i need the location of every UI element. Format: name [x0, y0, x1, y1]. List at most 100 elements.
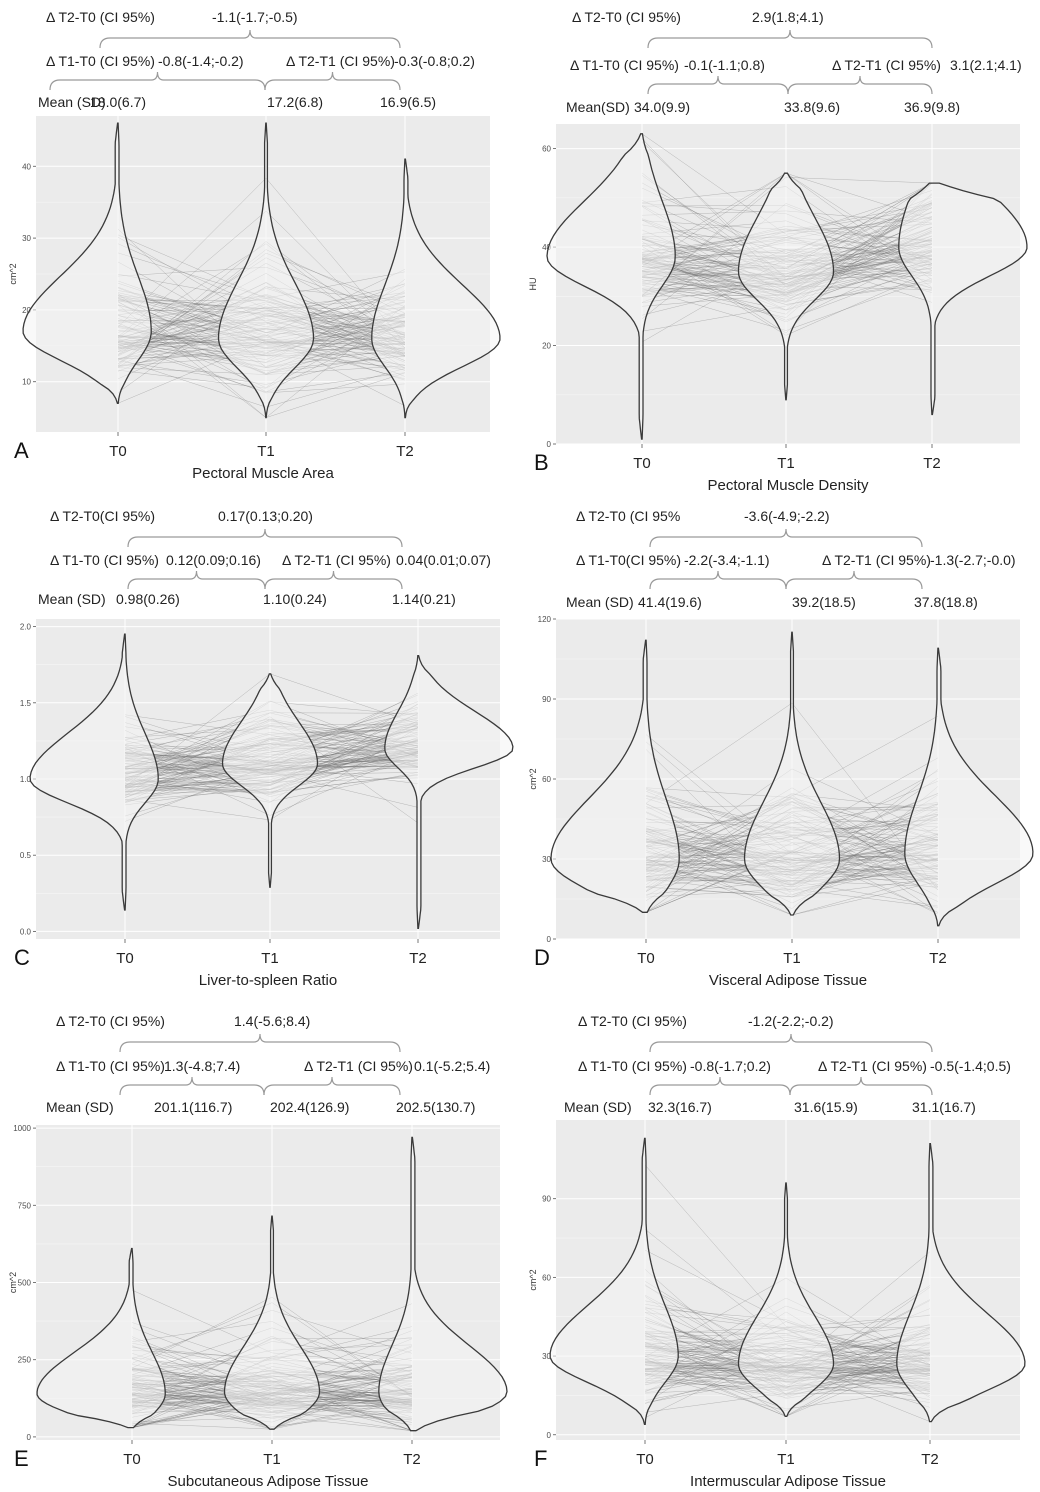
paired-line	[785, 177, 933, 184]
y-tick-label: 750	[18, 1201, 32, 1210]
panel-letter: A	[14, 438, 29, 463]
delta-t2-t1-value: -1.3(-2.7;-0.0)	[930, 552, 1016, 568]
violin-t0	[549, 1137, 679, 1425]
y-tick-label: 30	[542, 1352, 551, 1361]
paired-line	[791, 877, 939, 898]
bracket-t1-t0	[127, 570, 266, 590]
bracket-t1-t0	[649, 570, 787, 590]
paired-line	[124, 799, 271, 821]
violin-t1	[737, 172, 835, 401]
delta-t1-t0-value: 1.3(-4.8;7.4)	[164, 1058, 240, 1074]
mean-sd-value-t0: 41.4(19.6)	[638, 594, 702, 610]
panel-letter: D	[534, 945, 550, 970]
x-tick-label: T1	[777, 455, 795, 472]
y-axis-title: cm^2	[528, 768, 538, 789]
x-tick-label: T0	[633, 455, 651, 472]
bracket-t1-t0	[649, 1076, 791, 1096]
y-tick-label: 0.0	[20, 927, 32, 936]
delta-t2-t0-label: Δ T2-T0 (CI 95%)	[578, 1013, 687, 1029]
paired-line	[645, 702, 793, 804]
x-tick-label: T2	[923, 455, 941, 472]
panel-c: 0.0 0.5 1.0 1.5 2.0 T0 T1 T2 Liver-to-spleen Rat…	[0, 495, 520, 995]
y-tick-label: 0	[547, 1431, 552, 1440]
paired-line	[785, 277, 933, 331]
paired-line	[641, 205, 787, 207]
paired-line	[269, 701, 419, 716]
paired-line	[271, 1409, 413, 1427]
paired-line	[117, 367, 267, 375]
paired-line	[791, 874, 939, 916]
violin-t0	[550, 639, 680, 913]
delta-t2-t1-value: -0.5(-1.4;0.5)	[930, 1058, 1011, 1074]
delta-t2-t0-label: Δ T2-T0 (CI 95%)	[46, 9, 155, 25]
x-axis-title: Intermuscular Adipose Tissue	[690, 1473, 886, 1490]
delta-t2-t0-value: -1.2(-2.2;-0.2)	[748, 1013, 834, 1029]
violin-chart-c: 0.0 0.5 1.0 1.5 2.0 T0 T1 T2 Liver-to-spleen Rat…	[14, 508, 514, 989]
violin-chart-a: 10 20 30 40 T0 T1 T2 Pectoral Muscle Area cm^2 A Δ…	[8, 9, 501, 482]
mean-sd-value-t1: 1.10(0.24)	[263, 591, 327, 607]
mean-sd-label: Mean (SD)	[38, 591, 106, 607]
mean-sd-label: Mean (SD)	[46, 1099, 114, 1115]
paired-line	[785, 1388, 931, 1410]
violin-t1	[217, 122, 315, 419]
y-tick-label: 120	[538, 615, 552, 624]
violin-t2	[384, 654, 514, 929]
delta-t2-t0-label: Δ T2-T0 (CI 95%)	[572, 9, 681, 25]
paired-line	[117, 266, 267, 277]
mean-sd-value-t2: 37.8(18.8)	[914, 594, 978, 610]
delta-t2-t1-value: 3.1(2.1;4.1)	[950, 57, 1022, 73]
paired-line	[265, 372, 406, 393]
paired-line	[645, 887, 793, 898]
y-tick-label: 1.5	[20, 699, 32, 708]
y-tick-label: 30	[542, 855, 551, 864]
delta-t2-t1-value: 0.04(0.01;0.07)	[396, 552, 491, 568]
panel-a: 10 20 30 40 T0 T1 T2 Pectoral Muscle Area cm^2 A Δ…	[0, 0, 501, 490]
violin-chart-b: 0 20 40 60 T0 T1 T2 Pectoral Muscle Density HU B Δ…	[528, 9, 1028, 494]
y-tick-label: 20	[542, 342, 551, 351]
mean-sd-value-t1: 202.4(126.9)	[270, 1099, 349, 1115]
paired-line	[269, 673, 419, 725]
x-tick-label: T1	[263, 1451, 281, 1468]
delta-t2-t0-label: Δ T2-T0(CI 95%)	[50, 508, 155, 524]
delta-t2-t1-label: Δ T2-T1 (CI 95%)	[832, 57, 941, 73]
paired-line	[644, 1393, 787, 1413]
mean-sd-value-t1: 17.2(6.8)	[267, 94, 323, 110]
bracket-t2-t1	[787, 75, 933, 95]
delta-t2-t0-label: Δ T2-T0 (CI 95%)	[56, 1013, 165, 1029]
bracket-t2-t1	[789, 1076, 933, 1096]
bracket-t2-t1	[263, 1076, 401, 1096]
y-tick-label: 40	[542, 243, 551, 252]
mean-sd-value-t2: 16.9(6.5)	[380, 94, 436, 110]
panel-b: 0 20 40 60 T0 T1 T2 Pectoral Muscle Density HU B Δ…	[520, 0, 1040, 494]
x-axis-title: Pectoral Muscle Density	[708, 477, 869, 494]
y-tick-label: 10	[22, 378, 31, 387]
mean-sd-label: Mean (SD)	[38, 94, 106, 110]
mean-sd-value-t1: 33.8(9.6)	[784, 99, 840, 115]
mean-sd-value-t0: 32.3(16.7)	[648, 1099, 712, 1115]
violin-t1	[743, 631, 841, 916]
paired-line	[645, 886, 793, 897]
violin-t1	[737, 1182, 835, 1418]
x-tick-label: T0	[123, 1451, 141, 1468]
violin-t2	[898, 182, 1028, 416]
panel-letter: E	[14, 1446, 29, 1471]
violin-t0	[546, 133, 676, 440]
mean-sd-value-t1: 39.2(18.5)	[792, 594, 856, 610]
y-tick-label: 20	[22, 306, 31, 315]
x-tick-label: T1	[777, 1451, 795, 1468]
paired-line	[269, 760, 419, 797]
delta-t2-t1-label: Δ T2-T1 (CI 95%)	[286, 53, 395, 69]
y-axis-title: cm^2	[8, 263, 18, 284]
violin-chart-d: 0 30 60 90 120 T0 T1 T2 Visceral Adipose Tissue c…	[528, 508, 1034, 989]
mean-sd-value-t2: 202.5(130.7)	[396, 1099, 475, 1115]
paired-line	[265, 383, 406, 394]
violin-t2	[378, 1136, 508, 1432]
y-tick-label: 40	[22, 162, 31, 171]
delta-t1-t0-label: Δ T1-T0 (CI 95%)	[570, 57, 679, 73]
delta-t2-t1-label: Δ T2-T1 (CI 95%)	[822, 552, 931, 568]
paired-line	[117, 360, 267, 385]
bracket-t2-t0	[647, 29, 933, 49]
y-tick-label: 2.0	[20, 623, 32, 632]
delta-t1-t0-value: 0.12(0.09;0.16)	[166, 552, 261, 568]
violin-chart-f: 0 30 60 90 T0 T1 T2 Intermuscular Adipose Tissu…	[528, 1013, 1026, 1490]
